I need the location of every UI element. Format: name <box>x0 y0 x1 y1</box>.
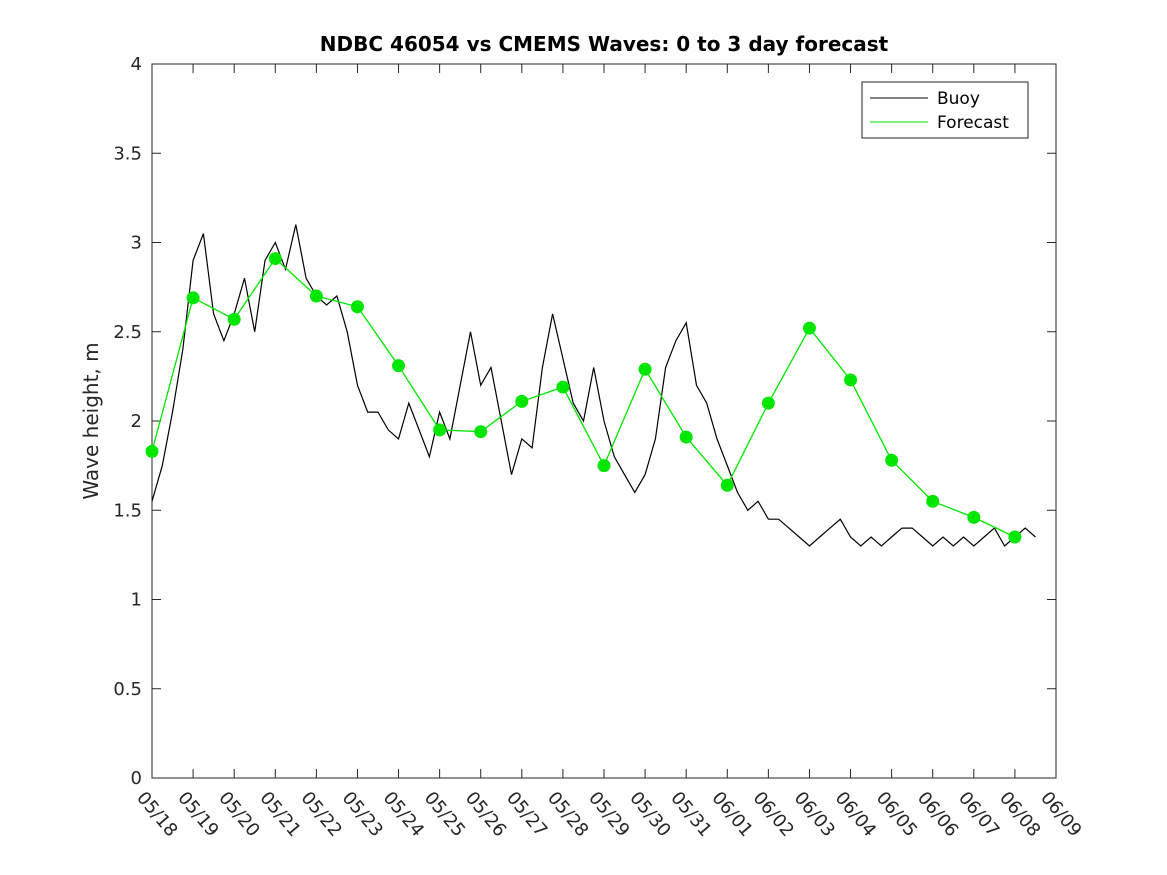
x-tick-label: 06/05 <box>872 788 921 841</box>
x-tick-label: 05/22 <box>297 788 346 841</box>
y-tick-label: 1 <box>131 590 142 611</box>
legend: Buoy Forecast <box>861 81 1029 139</box>
forecast-point <box>967 510 981 524</box>
y-tick-label: 3.5 <box>113 143 142 164</box>
forecast-point <box>597 459 611 473</box>
forecast-point <box>556 380 570 394</box>
x-tick-label: 05/28 <box>543 788 592 841</box>
x-tick-label: 05/27 <box>502 788 551 841</box>
forecast-point <box>392 359 406 373</box>
x-tick-label: 05/29 <box>584 788 633 841</box>
x-tick-label: 06/08 <box>995 788 1044 841</box>
forecast-point <box>844 373 858 387</box>
chart-title: NDBC 46054 vs CMEMS Waves: 0 to 3 day fo… <box>320 32 889 56</box>
y-tick-label: 4 <box>131 54 142 75</box>
legend-box <box>861 81 1029 139</box>
forecast-point <box>802 321 816 335</box>
y-axis: 0 0.5 1 1.5 2 2.5 3 3.5 4 <box>113 54 1056 789</box>
x-tick-label: 05/25 <box>420 788 469 841</box>
forecast-point <box>227 312 241 326</box>
forecast-point <box>186 291 200 305</box>
forecast-point <box>885 453 899 467</box>
forecast-point <box>638 362 652 376</box>
y-tick-label: 2.5 <box>113 322 142 343</box>
legend-buoy-label: Buoy <box>937 89 980 109</box>
x-tick-label: 06/09 <box>1036 788 1085 841</box>
x-tick-label: 06/07 <box>954 788 1003 841</box>
y-tick-label: 1.5 <box>113 500 142 521</box>
forecast-point <box>679 430 693 444</box>
forecast-series-line <box>151 257 1016 538</box>
forecast-point <box>515 394 529 408</box>
x-tick-label: 05/31 <box>666 788 715 841</box>
y-tick-label: 0 <box>131 768 142 789</box>
forecast-point <box>145 444 159 458</box>
forecast-point <box>268 252 282 266</box>
x-tick-label: 06/03 <box>790 788 839 841</box>
y-tick-label: 0.5 <box>113 679 142 700</box>
forecast-point <box>309 289 323 303</box>
x-tick-label: 06/04 <box>831 788 880 841</box>
series-layer <box>145 224 1036 547</box>
forecast-point <box>926 494 940 508</box>
forecast-point <box>474 425 488 439</box>
forecast-point <box>433 423 447 437</box>
y-axis-title: Wave height, m <box>79 342 103 499</box>
x-tick-label: 05/20 <box>214 788 263 841</box>
x-tick-label: 05/19 <box>173 788 222 841</box>
x-tick-label: 05/21 <box>255 788 304 841</box>
forecast-point <box>1008 530 1022 544</box>
y-tick-label: 2 <box>131 411 142 432</box>
x-tick-label: 05/24 <box>379 788 428 841</box>
x-tick-label: 06/01 <box>707 788 756 841</box>
forecast-point <box>761 396 775 410</box>
x-tick-label: 05/26 <box>461 788 510 841</box>
y-tick-label: 3 <box>131 233 142 254</box>
forecast-point <box>350 300 364 314</box>
buoy-series-line <box>151 224 1036 547</box>
x-tick-label: 05/18 <box>132 788 181 841</box>
legend-forecast-label: Forecast <box>937 113 1009 133</box>
x-tick-label: 05/30 <box>625 788 674 841</box>
x-tick-label: 05/23 <box>338 788 387 841</box>
x-tick-label: 06/02 <box>749 788 798 841</box>
x-tick-label: 06/06 <box>913 788 962 841</box>
forecast-point <box>720 478 734 492</box>
